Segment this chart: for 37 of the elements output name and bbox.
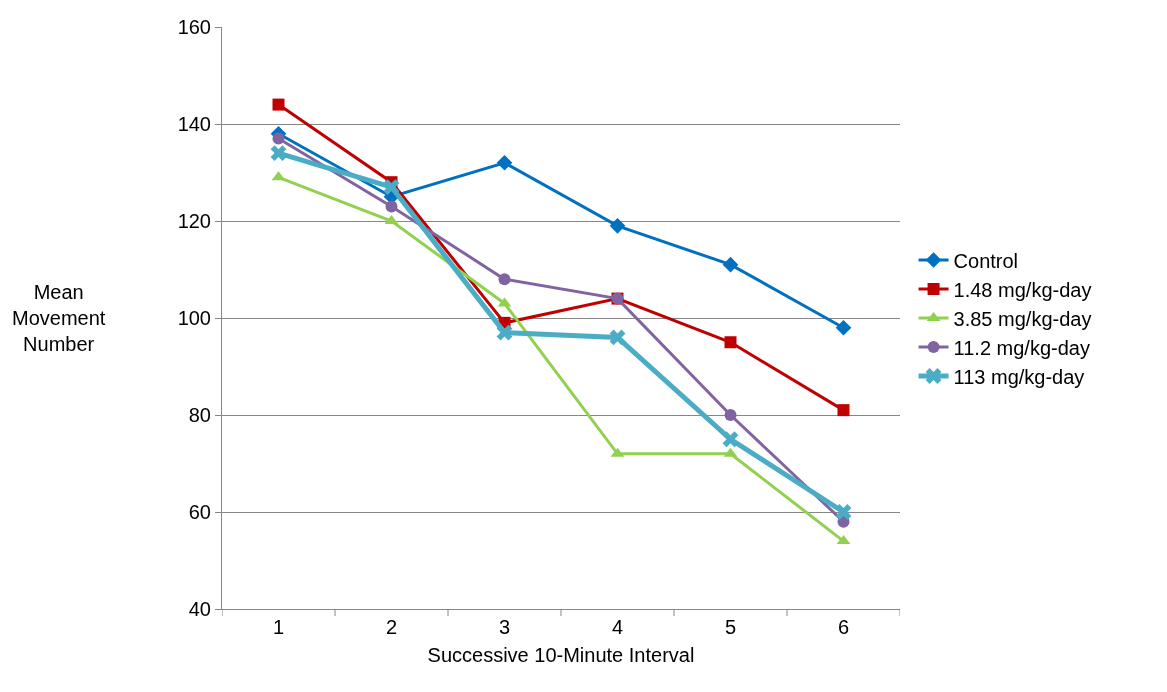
y-tick-label: 80 [188,404,211,426]
point [722,431,739,448]
x-axis-title: Successive 10-Minute Interval [427,643,695,666]
y-tick-label: 100 [177,307,211,329]
x-tick-label: 6 [837,616,850,638]
y-tick-label: 40 [188,598,211,620]
x-tick-label: 3 [498,616,511,638]
x-tick-label: 2 [385,616,398,638]
point [498,273,511,286]
point [724,409,737,421]
legend-label: 11.2 mg/kg-day [953,336,1090,359]
y-tick-label: 160 [177,16,211,38]
legend-label: Control [953,249,1019,272]
x-tick-label: 4 [611,616,624,638]
legend-label: 113 mg/kg-day [953,365,1085,388]
y-tick-label: 60 [188,501,211,523]
point [385,200,398,213]
point [724,336,737,349]
point [272,132,285,145]
point [609,218,626,234]
point [835,504,852,520]
legend-label: 3.85 mg/kg-day [953,307,1092,330]
y-tick-label: 120 [177,210,211,232]
point [609,329,626,346]
x-tick-label: 5 [724,616,737,638]
point [383,179,400,195]
point [270,145,287,162]
point [496,324,513,341]
y-tick-label: 140 [177,113,211,135]
point [272,98,285,111]
y-axis-title: Mean Movement Number [12,281,106,355]
x-tick-label: 1 [272,616,285,638]
point [722,256,739,273]
legend-label: 1.48 mg/kg-day [953,278,1092,301]
point [837,404,850,417]
point [496,155,513,171]
point [835,319,852,336]
